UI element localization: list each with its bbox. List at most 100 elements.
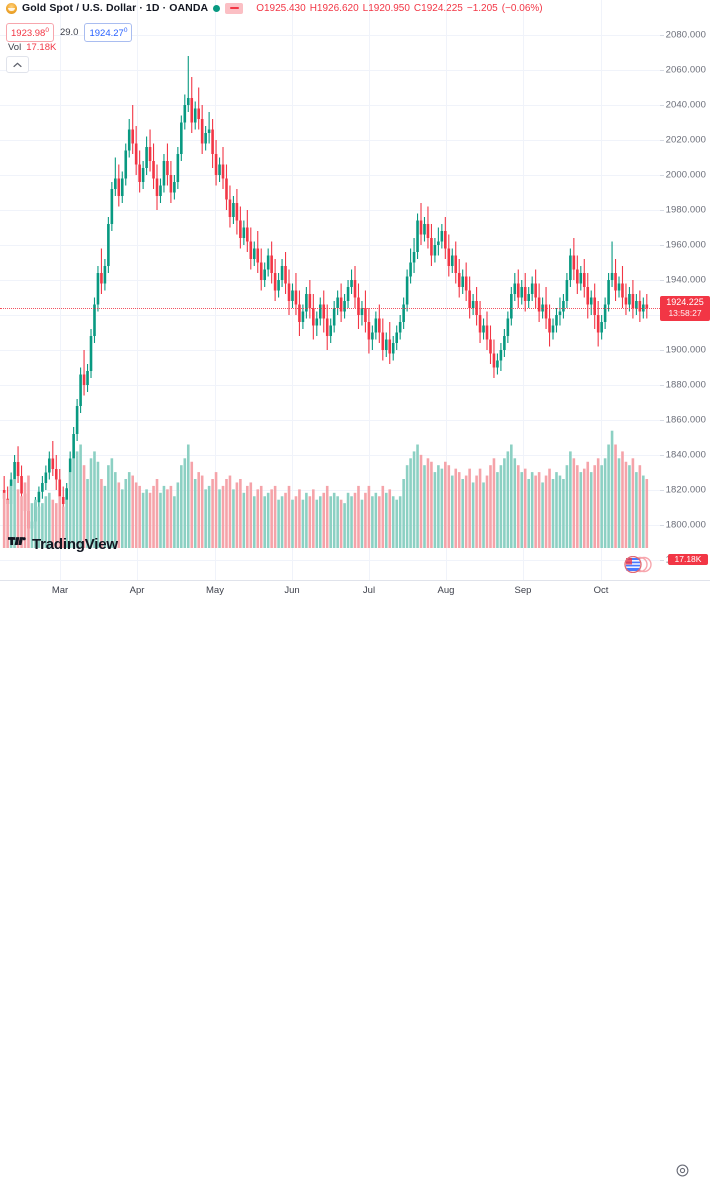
volume-legend: Vol 17.18K xyxy=(8,42,56,53)
price-axis-tick xyxy=(660,35,664,36)
gridline xyxy=(0,560,660,561)
price-axis-tick xyxy=(660,245,664,246)
change-value: −1.205 xyxy=(466,2,498,14)
watchlist-icon[interactable] xyxy=(225,2,244,14)
price-axis-label: 2020.000 xyxy=(665,134,706,146)
open-value: 1925.430 xyxy=(263,2,306,14)
quote-row: 1923.980 29.0 1924.270 xyxy=(6,23,133,43)
gridline xyxy=(0,490,660,491)
price-axis-tick xyxy=(660,525,664,526)
price-axis-label: 1860.000 xyxy=(665,414,706,426)
source-indicator-icon[interactable] xyxy=(213,4,221,12)
price-axis-tick xyxy=(660,105,664,106)
bid-price-fraction: 0 xyxy=(45,27,49,34)
open-label: O xyxy=(256,2,264,14)
time-axis-label: Oct xyxy=(593,585,609,596)
chart-plot-area[interactable]: TradingView xyxy=(0,0,660,580)
bid-price: 1923.98 xyxy=(11,28,46,40)
low-value: 1920.950 xyxy=(368,2,410,14)
gridline xyxy=(0,385,660,386)
tradingview-watermark: TradingView xyxy=(8,535,118,554)
price-axis-tick xyxy=(660,420,664,421)
gridline xyxy=(523,0,524,580)
volume-series xyxy=(2,430,649,548)
gridline xyxy=(137,0,138,580)
gridline xyxy=(0,105,660,106)
price-axis-tick xyxy=(660,490,664,491)
spread-value: 29.0 xyxy=(59,27,79,39)
price-axis-label: 2060.000 xyxy=(665,64,706,76)
price-axis-label: 1820.000 xyxy=(665,484,706,496)
chevron-up-icon xyxy=(13,62,22,67)
gridline xyxy=(0,140,660,141)
price-axis-label: 1840.000 xyxy=(665,449,706,461)
price-axis-tick xyxy=(660,385,664,386)
volume-axis-tag: 17.18K xyxy=(668,554,708,565)
price-axis-tick xyxy=(660,350,664,351)
current-price-line xyxy=(0,307,660,309)
close-value: 1924.225 xyxy=(421,2,463,14)
time-axis[interactable]: Mar Apr May Jun Jul Aug Sep Oct xyxy=(0,580,710,1177)
price-axis-label: 1800.000 xyxy=(665,519,706,531)
volume-value: 17.18K xyxy=(26,42,57,53)
price-axis[interactable]: 1924.225 13:58:27 17.18K 2080.000 2060.00… xyxy=(660,0,710,580)
high-value: 1926.620 xyxy=(316,2,359,14)
price-axis-label: 2000.000 xyxy=(665,169,706,181)
low-label: L xyxy=(362,2,369,14)
price-axis-tick xyxy=(660,280,664,281)
price-axis-label: 2040.000 xyxy=(665,99,706,111)
chart-settings-icon[interactable] xyxy=(676,1164,689,1177)
gridline xyxy=(446,0,447,580)
time-axis-label: Aug xyxy=(437,585,455,596)
price-axis-tick xyxy=(660,455,664,456)
tradingview-logo-icon xyxy=(8,537,26,546)
gridline xyxy=(0,280,660,281)
gridline xyxy=(0,175,660,176)
price-axis-label: 1880.000 xyxy=(665,379,706,391)
candlestick-series xyxy=(2,56,649,539)
gridline xyxy=(0,70,660,71)
gridline xyxy=(0,350,660,351)
gridline xyxy=(215,0,216,580)
gold-coin-icon xyxy=(6,2,17,14)
collapse-pane-button[interactable] xyxy=(6,56,29,73)
time-axis-label: Sep xyxy=(514,585,532,596)
price-axis-label: 1980.000 xyxy=(665,204,706,216)
gridline xyxy=(0,315,660,316)
price-axis-label: 1900.000 xyxy=(665,344,706,356)
high-label: H xyxy=(309,2,317,14)
chart-legend: Gold Spot / U.S. Dollar · 1D · OANDA O19… xyxy=(6,2,543,14)
time-axis-label: Apr xyxy=(129,585,145,596)
gridline xyxy=(369,0,370,580)
price-axis-label: 1960.000 xyxy=(665,239,706,251)
price-axis-tick xyxy=(660,560,664,561)
current-price-tag: 1924.225 13:58:27 xyxy=(660,295,710,321)
gridline xyxy=(0,35,660,36)
gridline xyxy=(0,420,660,421)
ask-price-fraction: 0 xyxy=(123,27,128,34)
symbol-title[interactable]: Gold Spot / U.S. Dollar · 1D · OANDA xyxy=(22,2,209,14)
time-axis-label: Jun xyxy=(284,585,300,596)
change-percent: (−0.06%) xyxy=(501,2,543,14)
market-session-icon[interactable] xyxy=(622,556,656,573)
ask-price: 1924.27 xyxy=(89,28,124,40)
current-price-time: 13:58:27 xyxy=(668,307,702,318)
price-axis-tick xyxy=(660,175,664,176)
time-axis-label: Jul xyxy=(362,585,376,596)
price-axis-tick xyxy=(660,210,664,211)
watermark-label: TradingView xyxy=(32,536,118,553)
gridline xyxy=(60,0,61,580)
gridline xyxy=(0,210,660,211)
current-price-value: 1924.225 xyxy=(666,296,704,307)
time-axis-label: May xyxy=(206,585,224,596)
gridline xyxy=(0,455,660,456)
close-label: C xyxy=(413,2,422,14)
price-axis-tick xyxy=(660,70,664,71)
price-axis-label: 1940.000 xyxy=(665,274,706,286)
time-axis-label: Mar xyxy=(51,585,69,596)
price-axis-tick xyxy=(660,140,664,141)
bid-price-box[interactable]: 1923.980 xyxy=(6,23,54,43)
ask-price-box[interactable]: 1924.270 xyxy=(84,23,133,43)
gridline xyxy=(601,0,602,580)
